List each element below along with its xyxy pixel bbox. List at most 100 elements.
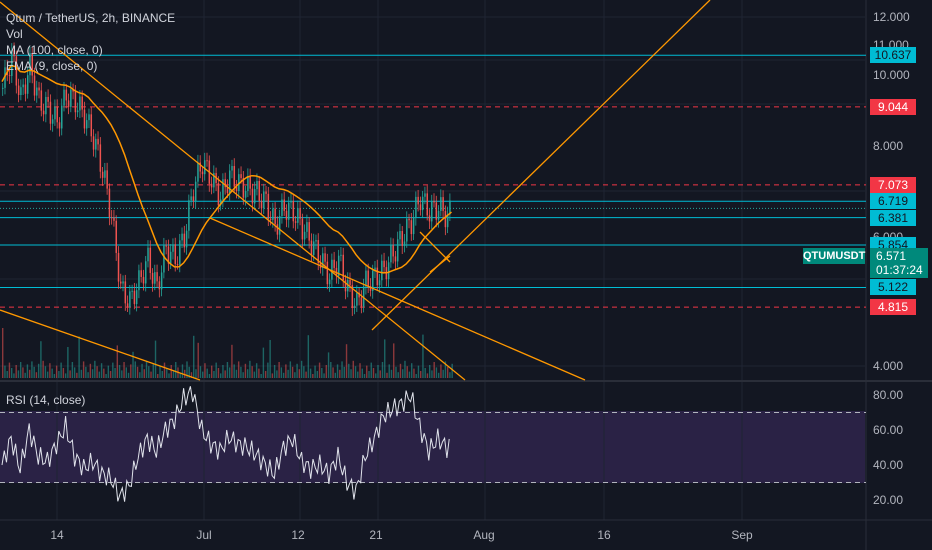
volume-bar	[222, 365, 224, 378]
volume-bar	[89, 363, 92, 378]
price-pane	[0, 0, 865, 380]
volume-bar	[251, 366, 253, 378]
candle-body	[90, 114, 93, 137]
time-tick-label: 12	[291, 528, 305, 542]
volume-bar	[157, 374, 159, 378]
candle-body	[156, 272, 158, 282]
volume-bar	[395, 366, 397, 378]
volume-bar	[125, 367, 128, 378]
volume-bar	[37, 363, 40, 378]
level-badge: 5.122	[870, 279, 916, 296]
candle-body	[138, 270, 140, 291]
candle-body	[244, 191, 247, 198]
volume-bar	[96, 366, 98, 378]
candle-body	[201, 171, 204, 175]
candle-body	[149, 247, 152, 273]
symbol-tag: QTUMUSDT	[803, 248, 866, 264]
legend-volume[interactable]: Vol	[6, 27, 23, 41]
candle-body	[115, 220, 117, 253]
candle-body	[240, 174, 242, 179]
candle-body	[372, 270, 374, 291]
candle-body	[263, 191, 265, 209]
legend-rsi[interactable]: RSI (14, close)	[6, 393, 86, 407]
volume-bar	[44, 366, 47, 378]
volume-bar	[85, 366, 87, 378]
legend-symbol[interactable]: Qtum / TetherUS, 2h, BINANCE	[6, 11, 176, 25]
candle-body	[42, 110, 45, 115]
candle-body	[222, 179, 224, 200]
volume-bar	[444, 361, 447, 378]
candle-body	[353, 305, 356, 308]
candle-body	[224, 179, 226, 188]
volume-bar	[199, 366, 202, 378]
legend-ema[interactable]: EMA (9, close, 0)	[6, 59, 98, 73]
candle-body	[431, 201, 433, 222]
volume-bar	[33, 366, 35, 378]
volume-bar	[210, 365, 213, 378]
volume-bar	[264, 371, 267, 378]
volume-bar	[55, 365, 58, 378]
candle-body	[229, 170, 231, 194]
volume-bar	[321, 368, 323, 378]
legend-ma[interactable]: MA (100, close, 0)	[6, 43, 103, 57]
candle-body	[328, 279, 331, 285]
volume-bar	[231, 344, 233, 378]
volume-bar	[276, 370, 278, 378]
candle-body	[106, 170, 108, 189]
volume-bar	[172, 370, 175, 378]
candle-body	[142, 276, 145, 284]
volume-bar	[381, 362, 384, 378]
volume-bar	[150, 371, 152, 378]
volume-bar	[442, 369, 444, 378]
volume-bar	[415, 374, 417, 378]
volume-bar	[13, 373, 15, 378]
volume-bar	[67, 347, 69, 378]
candle-body	[426, 193, 428, 216]
volume-bar	[163, 362, 166, 378]
volume-bar	[437, 372, 440, 378]
candle-body	[390, 245, 392, 263]
volume-bar	[235, 369, 238, 378]
volume-bar	[188, 366, 190, 378]
volume-bar	[204, 363, 206, 378]
volume-bar	[282, 372, 285, 378]
candle-body	[231, 166, 233, 171]
candle-body	[140, 270, 142, 277]
candle-body	[299, 208, 301, 219]
candle-body	[233, 166, 236, 187]
volume-bar	[224, 370, 226, 378]
level-badge: 6.719	[870, 193, 916, 210]
candle-body	[172, 244, 174, 252]
volume-bar	[103, 368, 105, 378]
volume-bar	[348, 363, 350, 378]
volume-bar	[186, 361, 188, 378]
candle-body	[349, 279, 351, 286]
volume-bar	[451, 363, 453, 378]
volume-bar	[404, 360, 406, 378]
candle-body	[292, 200, 295, 222]
volume-bar	[357, 371, 359, 378]
volume-bar	[368, 371, 370, 378]
candle-body	[367, 270, 369, 286]
candle-body	[70, 89, 72, 107]
trend-line-descending-1	[0, 1, 466, 381]
rsi-tick-label: 40.00	[873, 458, 904, 472]
candle-body	[297, 208, 299, 223]
volume-bar	[213, 371, 215, 378]
volume-bar	[417, 365, 420, 378]
volume-bar	[300, 360, 303, 378]
volume-bar	[336, 364, 339, 378]
moving-average-line	[1, 64, 452, 274]
candle-body	[265, 191, 267, 194]
volume-bar	[426, 373, 429, 378]
candle-body	[74, 91, 77, 113]
candle-body	[406, 218, 408, 242]
volume-bar	[98, 371, 101, 378]
candle-body	[396, 239, 399, 262]
volume-bar	[377, 365, 379, 378]
volume-bar	[26, 364, 29, 378]
candle-body	[124, 281, 127, 304]
candle-body	[65, 89, 68, 101]
